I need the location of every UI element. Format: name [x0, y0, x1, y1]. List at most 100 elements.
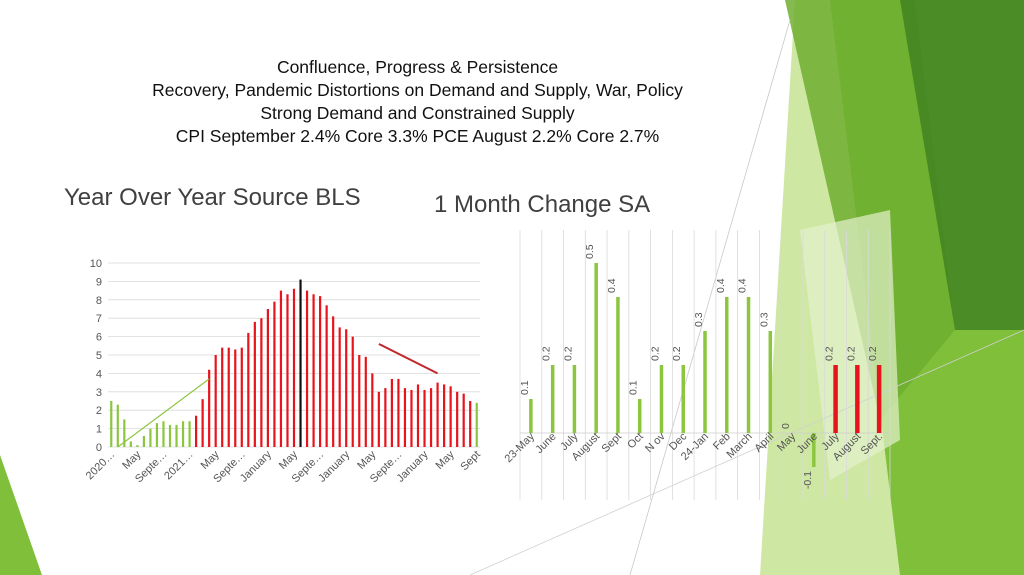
data-label: 0.4: [737, 278, 749, 293]
trend-line: [117, 378, 210, 448]
bar: [403, 388, 407, 447]
bar: [123, 419, 126, 447]
data-label: 0.4: [715, 278, 727, 293]
data-label: 0.3: [693, 312, 705, 327]
x-tick-label: Sept: [600, 431, 624, 455]
bar: [136, 445, 139, 447]
bar: [227, 347, 230, 447]
bar: [351, 336, 354, 447]
bar: [292, 288, 296, 447]
trend-line: [378, 343, 439, 375]
bar: [116, 404, 119, 447]
bar: [208, 369, 211, 447]
bar: [529, 399, 533, 433]
bar: [221, 347, 224, 447]
bar: [390, 378, 393, 447]
bar: [247, 332, 250, 447]
x-tick-label: April: [752, 431, 776, 455]
bar: [319, 296, 322, 447]
x-tick-label: May: [775, 430, 799, 454]
bar: [168, 424, 172, 447]
data-label: 0.4: [606, 278, 618, 293]
bar: [188, 421, 191, 447]
bar: [768, 331, 773, 433]
bar: [201, 399, 204, 447]
bar: [325, 305, 328, 447]
bar: [371, 373, 374, 447]
data-label: 0.2: [824, 346, 836, 361]
data-label: 0.2: [562, 346, 574, 361]
x-tick-label: N ov: [643, 430, 668, 455]
bar: [616, 297, 620, 433]
bar: [429, 388, 433, 447]
bar: [253, 321, 256, 447]
bar: [725, 297, 729, 433]
bar: [305, 290, 309, 447]
data-label: 0.1: [628, 380, 640, 395]
y-tick-label: 0: [96, 442, 102, 454]
bar: [572, 365, 577, 433]
bar: [358, 355, 361, 447]
title-line-3: Strong Demand and Constrained Supply: [260, 103, 575, 123]
data-label: 0.2: [671, 346, 683, 361]
bar: [475, 402, 478, 447]
data-label: 0.5: [584, 244, 596, 259]
bar: [214, 355, 217, 447]
y-tick-label: 4: [96, 368, 102, 380]
deco-shape-dark: [900, 0, 1024, 330]
title-line-4: CPI September 2.4% Core 3.3% PCE August …: [175, 126, 660, 146]
y-tick-label: 8: [96, 295, 102, 307]
bar: [364, 356, 367, 447]
deco-thin-line: [629, 19, 791, 575]
bar: [637, 399, 642, 433]
data-label: 0: [780, 423, 792, 429]
bar: [142, 435, 145, 447]
x-tick-label: Sept.: [859, 431, 886, 458]
bar: [155, 423, 159, 447]
bar: [266, 309, 269, 447]
y-tick-label: 5: [96, 350, 102, 362]
data-label: 0.2: [649, 346, 661, 361]
bar: [443, 384, 446, 447]
title-line-2: Recovery, Pandemic Distortions on Demand…: [152, 80, 683, 100]
data-label: 0.2: [845, 346, 857, 361]
y-tick-label: 9: [96, 276, 102, 288]
bar: [703, 331, 707, 433]
bar: [594, 263, 598, 433]
deco-shape-mid: [785, 0, 955, 420]
bar: [833, 365, 838, 433]
bar: [659, 365, 664, 433]
deco-shape-bottom-left: [0, 455, 42, 575]
data-label: 0.1: [519, 380, 531, 395]
y-tick-label: 7: [96, 313, 102, 325]
bar: [416, 384, 420, 447]
bar: [240, 347, 243, 447]
slide-title: Confluence, Progress & Persistence Recov…: [60, 56, 775, 148]
bar: [332, 316, 335, 447]
x-tick-label: March: [725, 431, 755, 461]
bar: [181, 421, 185, 447]
bar: [195, 415, 198, 447]
data-label: 0.2: [541, 346, 553, 361]
bar: [129, 441, 132, 447]
bar: [162, 421, 165, 447]
bar: [681, 365, 685, 433]
bar: [312, 294, 315, 447]
y-tick-label: 6: [96, 332, 102, 344]
left-chart-heading: Year Over Year Source BLS: [64, 184, 361, 211]
bar: [175, 424, 178, 447]
bar: [855, 365, 860, 433]
bar: [384, 388, 387, 447]
title-line-1: Confluence, Progress & Persistence: [276, 57, 559, 77]
bar: [462, 393, 465, 447]
bar: [410, 389, 413, 447]
bar: [279, 290, 283, 447]
bar: [436, 382, 439, 447]
y-tick-label: 1: [96, 424, 102, 436]
bar: [299, 279, 302, 447]
bar: [456, 391, 459, 447]
bar: [550, 365, 555, 433]
right-chart-heading: 1 Month Change SA: [434, 191, 651, 218]
